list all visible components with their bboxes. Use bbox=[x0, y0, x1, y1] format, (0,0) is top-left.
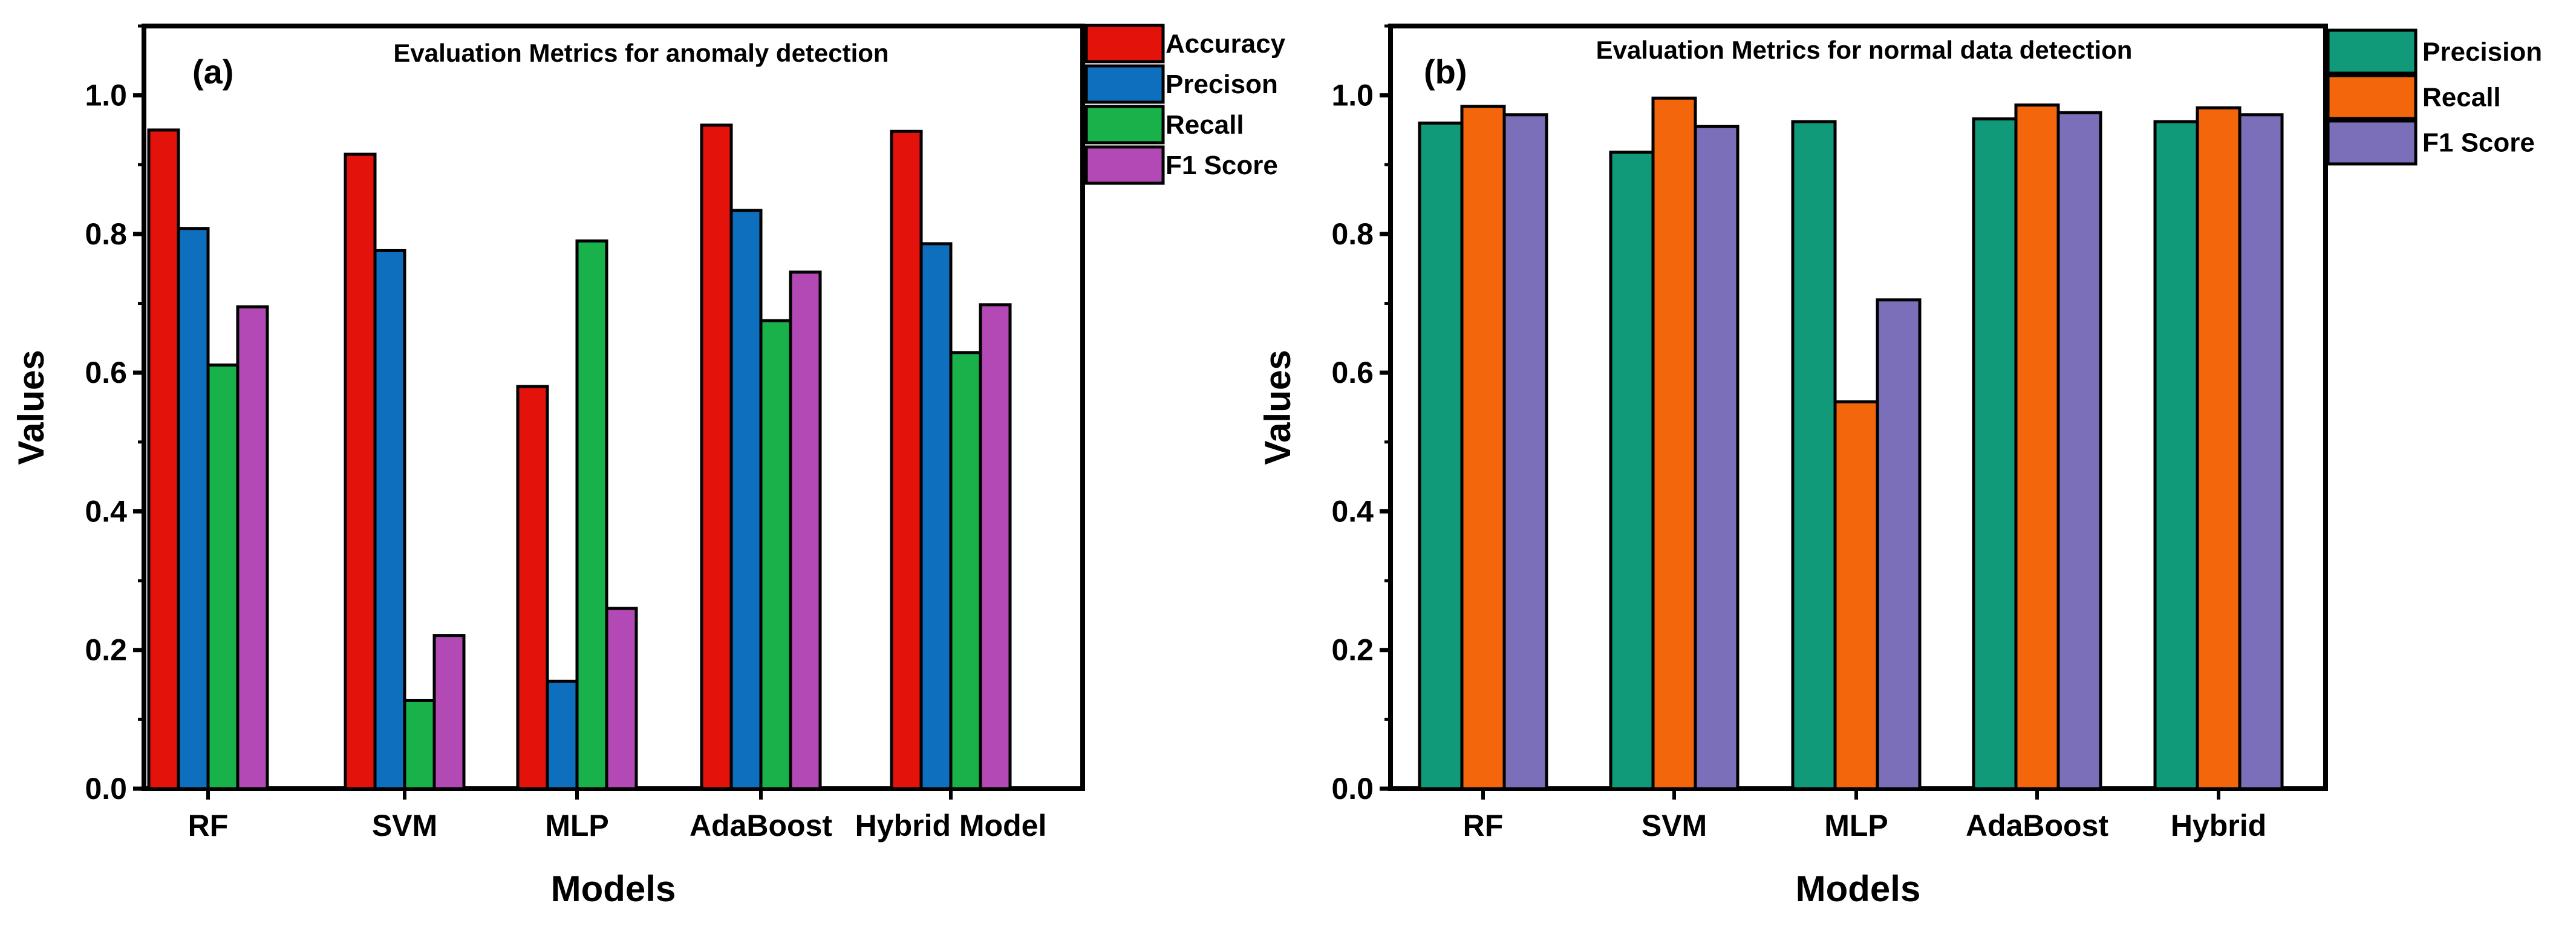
bars-group bbox=[1418, 96, 2284, 790]
bar-rf-f1-score bbox=[236, 305, 269, 790]
bar-mlp-accuracy bbox=[516, 385, 549, 790]
legend-label: Accuracy bbox=[1166, 29, 1286, 59]
y-tick-label: 0.4 bbox=[85, 494, 127, 528]
bar-hybrid-model-accuracy bbox=[890, 129, 923, 790]
legend-swatch bbox=[1084, 105, 1165, 145]
legend-swatch bbox=[1084, 24, 1165, 64]
bar-svm-precision bbox=[1609, 151, 1655, 790]
bar-rf-recall bbox=[206, 363, 240, 790]
x-tick-label: SVM bbox=[372, 809, 437, 843]
bar-svm-recall bbox=[403, 699, 436, 790]
bar-adaboost-f1-score bbox=[2056, 111, 2102, 790]
legend-swatch bbox=[2326, 74, 2418, 120]
bar-hybrid-f1-score bbox=[2238, 113, 2284, 790]
y-tick-label: 1.0 bbox=[85, 79, 127, 112]
legend-swatch bbox=[2326, 28, 2418, 75]
y-tick-label: 0.8 bbox=[1331, 217, 1374, 251]
y-tick-label: 0.8 bbox=[85, 217, 127, 251]
bar-svm-f1-score bbox=[432, 634, 466, 790]
legend: Accuracy Precison Recall F1 Score bbox=[1084, 24, 1286, 185]
legend-swatch bbox=[1084, 145, 1165, 185]
legend-swatch bbox=[2326, 119, 2418, 166]
bar-mlp-recall bbox=[1833, 400, 1879, 790]
y-tick-label: 0.0 bbox=[85, 772, 127, 806]
bar-rf-accuracy bbox=[147, 128, 180, 790]
legend-label: Recall bbox=[2422, 83, 2501, 112]
bar-rf-recall bbox=[1460, 105, 1506, 790]
legend-label: Precision bbox=[2422, 37, 2542, 67]
legend-label: Recall bbox=[1166, 110, 1244, 140]
x-tick-label: Hybrid Model bbox=[855, 809, 1047, 843]
legend-label: Precison bbox=[1166, 70, 1278, 99]
x-tick-label: MLP bbox=[545, 809, 609, 843]
chart-anomaly-detection: 0.0 0.2 0.4 0.6 0.8 1.0 RF SVM MLP AdaBoost Hybri… bbox=[11, 24, 1286, 909]
bar-mlp-f1-score bbox=[1876, 298, 1922, 790]
chart-title: Evaluation Metrics for normal data detec… bbox=[1596, 36, 2133, 64]
bar-mlp-f1-score bbox=[605, 607, 638, 790]
x-tick-label: AdaBoost bbox=[1966, 809, 2108, 843]
bar-rf-f1-score bbox=[1502, 113, 1548, 790]
bar-hybrid-model-recall bbox=[949, 351, 982, 790]
x-axis-ticks: RF SVM MLP AdaBoost Hybrid Model bbox=[188, 789, 1047, 843]
bar-adaboost-precison bbox=[729, 209, 763, 790]
x-tick-label: MLP bbox=[1824, 809, 1888, 843]
legend-swatch bbox=[1084, 64, 1165, 104]
panel-label: (a) bbox=[192, 53, 233, 91]
y-tick-label: 0.2 bbox=[1331, 633, 1374, 667]
y-tick-label: 0.6 bbox=[1331, 356, 1374, 390]
x-tick-label: RF bbox=[1463, 809, 1504, 843]
chart-title: Evaluation Metrics for anomaly detection bbox=[393, 39, 889, 67]
bar-rf-precison bbox=[177, 227, 210, 790]
x-axis-ticks: RF SVM MLP AdaBoost Hybrid bbox=[1463, 789, 2266, 843]
bar-svm-f1-score bbox=[1694, 125, 1740, 790]
x-tick-label: SVM bbox=[1642, 809, 1707, 843]
bar-hybrid-recall bbox=[2196, 106, 2242, 790]
x-axis-title: Models bbox=[551, 869, 676, 909]
bar-hybrid-model-precison bbox=[919, 242, 953, 790]
legend-label: F1 Score bbox=[1166, 151, 1278, 180]
y-axis-title: Values bbox=[1257, 350, 1298, 464]
bar-svm-accuracy bbox=[344, 152, 377, 790]
y-axis-ticks: 0.0 0.2 0.4 0.6 0.8 1.0 bbox=[85, 24, 144, 806]
y-tick-label: 1.0 bbox=[1331, 79, 1374, 112]
bar-adaboost-accuracy bbox=[700, 123, 733, 790]
x-tick-label: Hybrid bbox=[2171, 809, 2266, 843]
y-axis-ticks: 0.0 0.2 0.4 0.6 0.8 1.0 bbox=[1331, 24, 1391, 806]
y-tick-label: 0.4 bbox=[1331, 494, 1374, 528]
y-axis-title: Values bbox=[11, 350, 51, 464]
bar-adaboost-recall bbox=[2014, 103, 2060, 790]
bar-adaboost-precision bbox=[1972, 117, 2018, 790]
chart-normal-data-detection: 0.0 0.2 0.4 0.6 0.8 1.0 RF SVM MLP AdaBoost Hybri… bbox=[1257, 24, 2542, 909]
bar-rf-precision bbox=[1418, 121, 1464, 790]
legend-label: F1 Score bbox=[2422, 128, 2535, 158]
x-axis-title: Models bbox=[1796, 869, 1921, 909]
bar-mlp-precison bbox=[546, 679, 579, 790]
legend: Precision Recall F1 Score bbox=[2326, 28, 2542, 166]
x-tick-label: RF bbox=[188, 809, 229, 843]
y-tick-label: 0.6 bbox=[85, 356, 127, 390]
panel-label: (b) bbox=[1424, 53, 1467, 91]
bar-mlp-recall bbox=[575, 239, 608, 790]
bar-hybrid-model-f1-score bbox=[979, 303, 1012, 790]
bar-hybrid-precision bbox=[2153, 120, 2199, 790]
bars-group bbox=[147, 123, 1012, 790]
bar-adaboost-recall bbox=[759, 319, 792, 790]
y-tick-label: 0.0 bbox=[1331, 772, 1374, 806]
bar-svm-recall bbox=[1651, 96, 1697, 790]
bar-mlp-precision bbox=[1791, 120, 1837, 790]
bar-adaboost-f1-score bbox=[789, 270, 822, 790]
x-tick-label: AdaBoost bbox=[690, 809, 832, 843]
y-tick-label: 0.2 bbox=[85, 633, 127, 667]
bar-svm-precison bbox=[373, 249, 406, 790]
